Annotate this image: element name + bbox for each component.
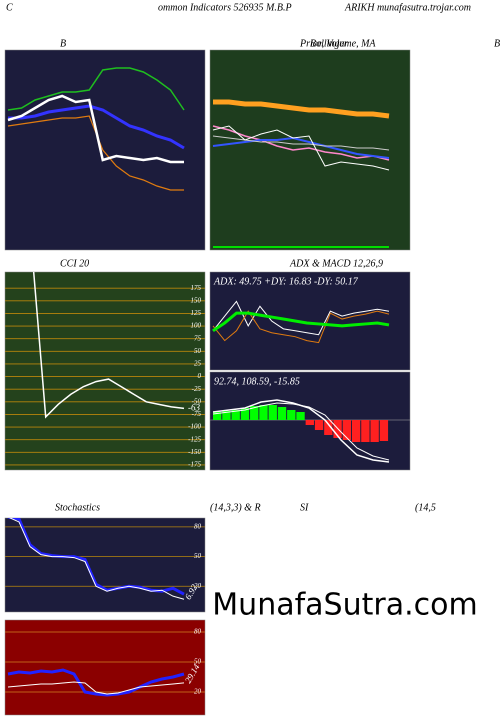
histogram-bar — [361, 420, 370, 442]
panel-title: Price, Volume, MA — [299, 38, 376, 49]
series-line — [212, 125, 390, 161]
histogram-bar — [305, 420, 314, 425]
panel — [209, 49, 411, 251]
panel-title: SI — [300, 502, 309, 513]
histogram-bar — [268, 405, 277, 420]
histogram-bar — [240, 408, 250, 420]
y-tick-label: 20 — [194, 688, 202, 696]
histogram-bar — [342, 420, 352, 440]
series-line — [32, 272, 185, 419]
y-tick-label: 50 — [194, 552, 202, 560]
plot — [5, 272, 205, 466]
y-tick-label: 20 — [194, 582, 202, 590]
histogram-bar — [324, 420, 333, 435]
histogram-bar — [351, 420, 361, 442]
series-line — [212, 135, 390, 151]
plot — [5, 631, 205, 697]
y-tick-label: -75 — [192, 410, 202, 418]
histogram-bar — [314, 420, 324, 430]
plot — [7, 67, 185, 191]
y-tick-label: 25 — [194, 360, 202, 368]
series-line — [212, 311, 390, 333]
y-tick-label: 80 — [194, 628, 202, 636]
panel-title: Bollinger — [310, 38, 348, 49]
panel-title: Stochastics — [55, 502, 100, 513]
panel — [4, 517, 206, 613]
series-line — [8, 518, 185, 600]
y-tick-label: -150 — [188, 448, 201, 456]
plot — [212, 300, 390, 344]
panel-title: (14,5 — [415, 502, 436, 513]
series-line — [7, 94, 184, 164]
histogram-bar — [370, 420, 379, 442]
histogram-bar — [277, 407, 287, 420]
y-tick-label: -100 — [188, 423, 201, 431]
histogram-bar — [379, 420, 389, 441]
histogram-bar — [213, 412, 222, 420]
panel-title: ADX & MACD 12,26,9 — [289, 258, 383, 269]
histogram-bar — [287, 410, 296, 420]
y-tick-label: 175 — [191, 284, 202, 292]
header-right: ARIKH munafasutra.trojar.com — [344, 2, 471, 13]
header-left: C — [6, 2, 13, 13]
panel-subtitle: ADX: 49.75 +DY: 16.83 -DY: 50.17 — [213, 276, 359, 287]
histogram-bar — [231, 410, 240, 420]
panel-title: CCI 20 — [60, 258, 89, 269]
y-tick-label: 50 — [194, 347, 202, 355]
histogram-bar — [296, 412, 305, 420]
panel — [4, 619, 206, 716]
series-line — [7, 67, 185, 111]
series-line — [213, 99, 390, 119]
series-line — [8, 104, 185, 150]
histogram-bar — [259, 405, 268, 420]
y-tick-label: 50 — [194, 658, 202, 666]
series-line — [7, 681, 185, 695]
watermark: MunafaSutra.com — [212, 588, 477, 623]
panel-subtitle: 92.74, 108.59, -15.85 — [214, 376, 300, 387]
header-center: ommon Indicators 526935 M.B.P — [158, 2, 292, 13]
y-tick-label: 125 — [191, 309, 202, 317]
series-line — [7, 668, 185, 697]
y-tick-label: 0 — [198, 372, 202, 380]
series-line — [212, 310, 390, 344]
plot — [212, 99, 390, 248]
panel — [209, 271, 411, 371]
y-tick-label: -25 — [192, 385, 202, 393]
y-tick-label: -125 — [188, 435, 201, 443]
panel-title: B — [60, 38, 66, 49]
series-line — [212, 125, 390, 171]
histogram-bar — [222, 411, 231, 420]
panel-title: (14,3,3) & R — [210, 502, 261, 513]
plot — [5, 518, 205, 600]
y-tick-label: -50 — [192, 397, 202, 405]
y-tick-label: 150 — [191, 296, 202, 304]
y-tick-label: 75 — [194, 334, 202, 342]
plot — [210, 399, 410, 463]
header-edge: B — [494, 38, 500, 49]
y-tick-label: 100 — [191, 322, 202, 330]
series-line — [212, 136, 390, 159]
panel — [4, 49, 206, 251]
y-tick-label: 80 — [194, 523, 202, 531]
y-tick-label: -175 — [188, 461, 201, 469]
histogram-bar — [250, 406, 259, 420]
panel — [4, 271, 206, 471]
end-value-label: -63 — [188, 402, 200, 412]
series-line — [212, 402, 390, 461]
